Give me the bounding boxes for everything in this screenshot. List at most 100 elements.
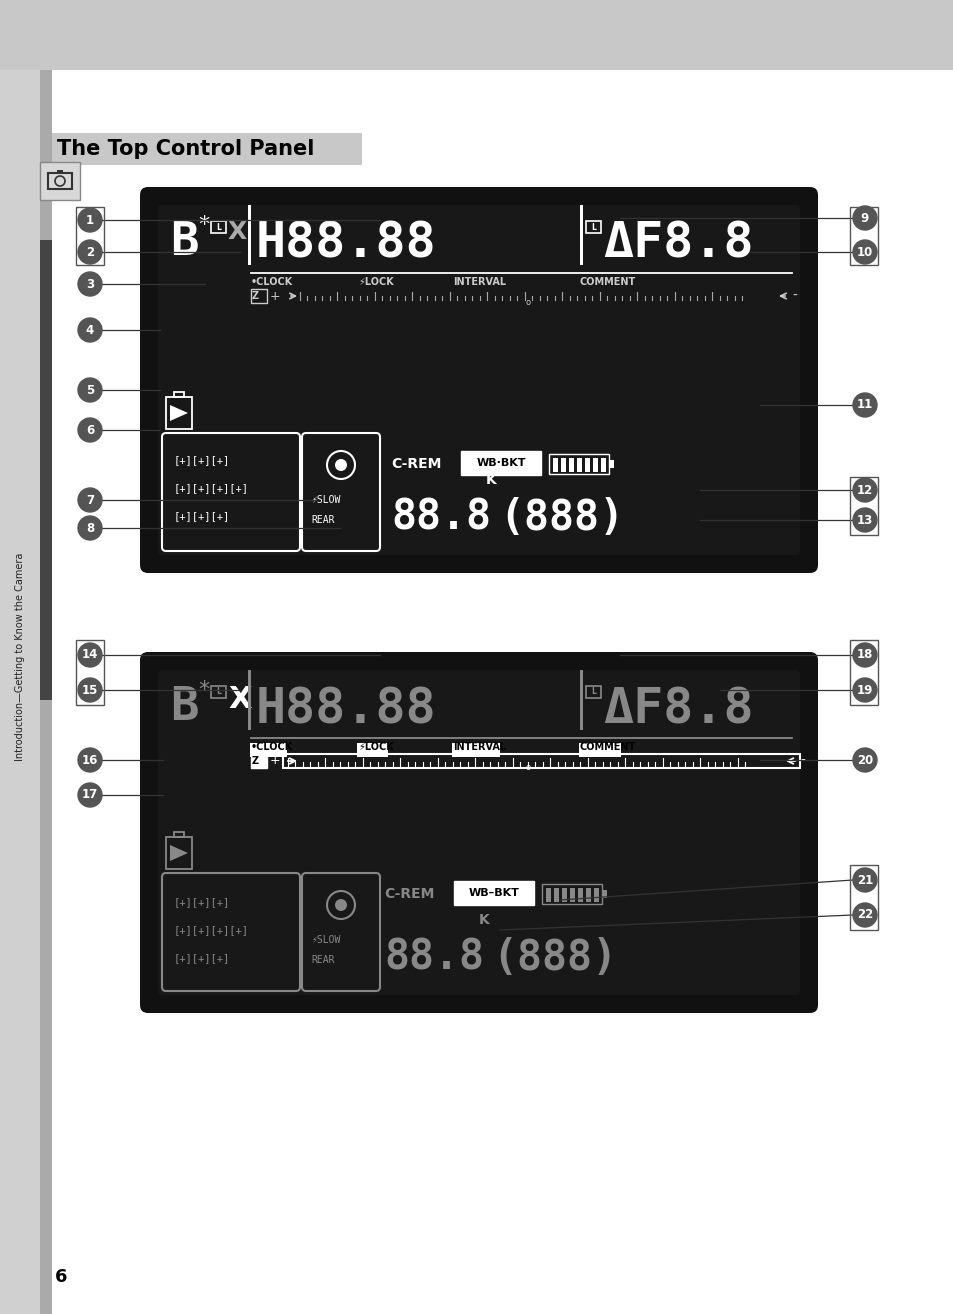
Circle shape (852, 240, 876, 264)
Text: [+][+][+][+]: [+][+][+][+] (173, 484, 249, 493)
Bar (553, 459, 558, 472)
Text: o: o (525, 298, 530, 307)
FancyBboxPatch shape (302, 872, 379, 991)
Bar (454, 880, 534, 905)
Bar (211, 686, 226, 698)
Text: 4: 4 (86, 323, 94, 336)
FancyBboxPatch shape (162, 872, 299, 991)
Text: 16: 16 (82, 753, 98, 766)
Text: C-REM: C-REM (384, 887, 434, 901)
Text: ⚡SLOW: ⚡SLOW (311, 936, 340, 945)
Circle shape (852, 748, 876, 773)
Text: 20: 20 (856, 753, 872, 766)
Bar (76, 640, 104, 706)
Bar (601, 890, 606, 897)
Text: 15: 15 (82, 683, 98, 696)
Text: 19: 19 (856, 683, 872, 696)
Text: [+][+][+]: [+][+][+] (173, 455, 230, 465)
Bar (40, 70, 52, 1314)
Bar (40, 162, 80, 200)
Circle shape (335, 899, 347, 911)
Text: K: K (485, 473, 497, 487)
Text: ⚡LOCK: ⚡LOCK (357, 277, 394, 286)
Circle shape (78, 378, 102, 402)
Text: 5: 5 (86, 384, 94, 397)
Text: *: * (198, 215, 209, 235)
Bar (57, 170, 63, 173)
FancyBboxPatch shape (158, 205, 800, 555)
Bar (52, 133, 361, 166)
Circle shape (78, 208, 102, 233)
Circle shape (78, 418, 102, 442)
Circle shape (78, 748, 102, 773)
Circle shape (78, 783, 102, 807)
Bar (569, 888, 575, 901)
Bar (452, 742, 499, 757)
Bar (585, 888, 590, 901)
Bar (568, 459, 574, 472)
FancyBboxPatch shape (302, 434, 379, 551)
Circle shape (852, 678, 876, 702)
Text: o: o (525, 763, 530, 773)
Text: COMMENT: COMMENT (579, 742, 636, 752)
Text: [+][+][+][+]: [+][+][+][+] (173, 925, 249, 936)
Bar (541, 884, 601, 904)
Text: 3: 3 (86, 277, 94, 290)
Text: 9: 9 (860, 212, 868, 225)
Bar (173, 392, 184, 397)
Circle shape (335, 459, 347, 470)
Text: 88.8: 88.8 (384, 937, 483, 979)
Bar (166, 837, 192, 869)
Circle shape (852, 393, 876, 417)
Text: 18: 18 (856, 649, 872, 661)
Bar (548, 455, 608, 474)
Text: ⚡SLOW: ⚡SLOW (311, 495, 340, 505)
Text: WB·BKT: WB·BKT (476, 459, 525, 468)
Bar (849, 865, 877, 930)
Bar (579, 670, 582, 731)
Text: L: L (215, 687, 221, 696)
Text: 88.8: 88.8 (391, 497, 491, 539)
Circle shape (78, 240, 102, 264)
Text: L: L (215, 222, 221, 231)
Text: 7: 7 (86, 494, 94, 506)
Bar (561, 888, 566, 901)
Circle shape (852, 643, 876, 668)
Bar (0, 70, 40, 1314)
Text: INTERVAL: INTERVAL (453, 277, 506, 286)
Text: B: B (170, 219, 198, 265)
Text: 2: 2 (86, 246, 94, 259)
Circle shape (78, 643, 102, 668)
Bar (608, 460, 614, 468)
Text: 13: 13 (856, 514, 872, 527)
Text: K: K (478, 913, 489, 926)
Text: 14: 14 (82, 649, 98, 661)
Bar (250, 742, 287, 757)
Bar (849, 640, 877, 706)
Text: The Top Control Panel: The Top Control Panel (57, 139, 314, 159)
Polygon shape (170, 845, 188, 861)
Polygon shape (170, 405, 188, 420)
Text: [+][+][+]: [+][+][+] (173, 897, 230, 907)
Text: 22: 22 (856, 908, 872, 921)
Text: H88.88: H88.88 (255, 219, 436, 268)
Text: -: - (791, 289, 796, 304)
Circle shape (852, 206, 876, 230)
Circle shape (78, 318, 102, 342)
Bar (560, 459, 565, 472)
Text: L: L (591, 687, 596, 696)
Text: INTERVAL: INTERVAL (453, 742, 506, 752)
Bar (593, 459, 598, 472)
Text: H88.88: H88.88 (255, 685, 436, 733)
Text: [+][+][+]: [+][+][+] (173, 953, 230, 963)
Circle shape (78, 678, 102, 702)
Text: C-REM: C-REM (391, 457, 441, 470)
Text: COMMENT: COMMENT (579, 277, 636, 286)
Bar (849, 208, 877, 265)
Bar (584, 459, 589, 472)
Bar (173, 832, 184, 837)
Bar (211, 221, 226, 233)
Text: -: - (800, 754, 804, 767)
Text: B: B (170, 685, 198, 731)
Text: (888): (888) (492, 937, 617, 979)
